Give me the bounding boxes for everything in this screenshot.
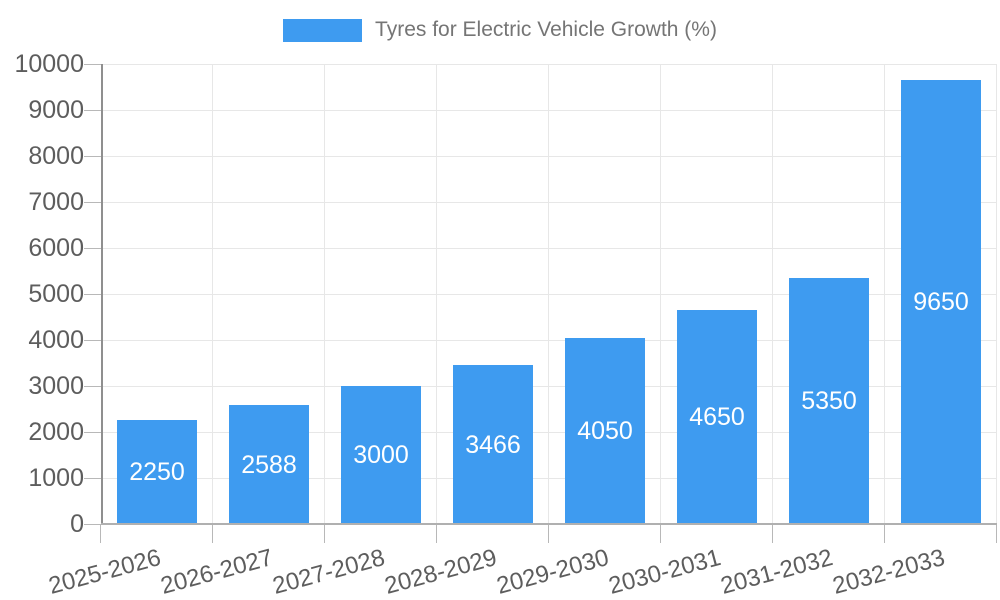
- gridline-vertical: [996, 64, 997, 524]
- legend-item[interactable]: Tyres for Electric Vehicle Growth (%): [283, 18, 717, 42]
- plot-area: 2250 2588 3000 3466 4050 4650 5350 9650: [101, 64, 997, 525]
- y-tick-label: 5000: [28, 280, 84, 308]
- gridline-vertical: [660, 64, 661, 524]
- bar[interactable]: 4050: [565, 338, 645, 524]
- bar[interactable]: 9650: [901, 80, 981, 524]
- y-tick-mark: [84, 432, 101, 433]
- x-tick-mark: [548, 524, 549, 543]
- y-tick-mark: [84, 64, 101, 65]
- gridline-vertical: [324, 64, 325, 524]
- y-tick-mark: [84, 340, 101, 341]
- gridline-vertical: [436, 64, 437, 524]
- bar-value-label: 5350: [801, 387, 857, 415]
- y-tick-mark: [84, 524, 101, 525]
- y-tick-label: 7000: [28, 188, 84, 216]
- x-axis-line: [101, 523, 997, 525]
- bar-value-label: 2250: [129, 458, 185, 486]
- x-tick-label: 2029-2030: [493, 544, 612, 600]
- bar[interactable]: 3000: [341, 386, 421, 524]
- x-tick-label: 2031-2032: [717, 544, 836, 600]
- y-tick-mark: [84, 110, 101, 111]
- x-tick-mark: [996, 524, 997, 543]
- bar[interactable]: 5350: [789, 278, 869, 524]
- bar-value-label: 2588: [241, 451, 297, 479]
- x-tick-label: 2028-2029: [381, 544, 500, 600]
- gridline-horizontal: [101, 432, 997, 433]
- gridline-horizontal: [101, 156, 997, 157]
- gridline-horizontal: [101, 386, 997, 387]
- gridline-vertical: [548, 64, 549, 524]
- x-tick-label: 2026-2027: [157, 544, 276, 600]
- y-tick-mark: [84, 386, 101, 387]
- gridline-horizontal: [101, 478, 997, 479]
- bar[interactable]: 4650: [677, 310, 757, 524]
- gridline-horizontal: [101, 294, 997, 295]
- x-tick-mark: [324, 524, 325, 543]
- x-tick-mark: [772, 524, 773, 543]
- bar-value-label: 9650: [913, 288, 969, 316]
- gridline-horizontal: [101, 340, 997, 341]
- bar[interactable]: 2588: [229, 405, 309, 524]
- gridline-vertical: [884, 64, 885, 524]
- x-tick-label: 2025-2026: [45, 544, 164, 600]
- legend-swatch-icon: [283, 18, 363, 42]
- x-tick-mark: [660, 524, 661, 543]
- gridline-horizontal: [101, 64, 997, 65]
- gridline-horizontal: [101, 202, 997, 203]
- y-tick-label: 8000: [28, 142, 84, 170]
- y-tick-mark: [84, 478, 101, 479]
- bar-value-label: 3000: [353, 441, 409, 469]
- bar-value-label: 4650: [689, 403, 745, 431]
- x-tick-mark: [884, 524, 885, 543]
- x-tick-mark: [436, 524, 437, 543]
- y-tick-label: 4000: [28, 326, 84, 354]
- y-tick-mark: [84, 156, 101, 157]
- bar[interactable]: 2250: [117, 420, 197, 524]
- y-tick-mark: [84, 202, 101, 203]
- x-tick-label: 2027-2028: [269, 544, 388, 600]
- y-tick-label: 0: [70, 510, 84, 538]
- bar-value-label: 3466: [465, 431, 521, 459]
- gridline-vertical: [212, 64, 213, 524]
- bar-value-label: 4050: [577, 417, 633, 445]
- y-tick-label: 6000: [28, 234, 84, 262]
- y-tick-label: 9000: [28, 96, 84, 124]
- bar[interactable]: 3466: [453, 365, 533, 524]
- legend-label: Tyres for Electric Vehicle Growth (%): [375, 18, 717, 41]
- x-tick-mark: [212, 524, 213, 543]
- y-tick-mark: [84, 294, 101, 295]
- x-tick-mark: [100, 524, 101, 543]
- x-tick-label: 2032-2033: [829, 544, 948, 600]
- y-axis-line: [101, 64, 103, 524]
- y-tick-label: 2000: [28, 418, 84, 446]
- legend: Tyres for Electric Vehicle Growth (%): [0, 18, 1000, 42]
- gridline-horizontal: [101, 248, 997, 249]
- y-tick-label: 1000: [28, 464, 84, 492]
- x-tick-label: 2030-2031: [605, 544, 724, 600]
- y-tick-label: 3000: [28, 372, 84, 400]
- gridline-vertical: [772, 64, 773, 524]
- y-tick-label: 10000: [14, 50, 84, 78]
- y-tick-mark: [84, 248, 101, 249]
- gridline-horizontal: [101, 110, 997, 111]
